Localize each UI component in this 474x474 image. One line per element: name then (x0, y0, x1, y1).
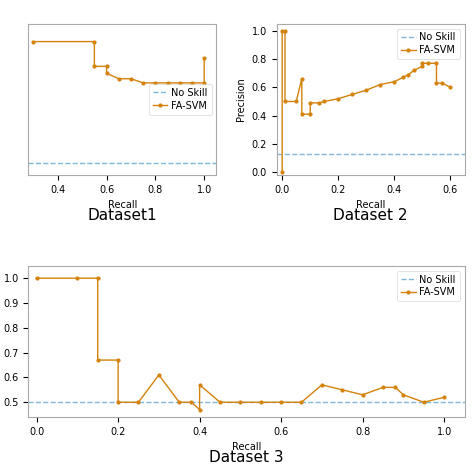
FA-SVM (34, 275, 39, 281)
Line: FA-SVM: FA-SVM (281, 29, 452, 173)
FA-SVM (278, 400, 284, 405)
FA-SVM (165, 80, 171, 86)
FA-SVM (30, 39, 36, 45)
Line: FA-SVM: FA-SVM (32, 40, 206, 84)
FA-SVM (104, 64, 109, 69)
FA-SVM (316, 100, 321, 106)
FA-SVM (364, 87, 369, 93)
FA-SVM (401, 392, 406, 398)
FA-SVM (336, 96, 341, 101)
Y-axis label: Precision: Precision (236, 77, 246, 121)
FA-SVM (104, 70, 109, 76)
FA-SVM (360, 392, 365, 398)
FA-SVM (434, 61, 439, 66)
FA-SVM (282, 99, 288, 104)
X-axis label: Recall: Recall (232, 442, 261, 452)
FA-SVM (115, 400, 121, 405)
Text: Dataset 2: Dataset 2 (333, 208, 408, 223)
FA-SVM (237, 400, 243, 405)
FA-SVM (392, 79, 397, 84)
FA-SVM (201, 80, 207, 86)
FA-SVM (307, 111, 313, 117)
Legend: No Skill, FA-SVM: No Skill, FA-SVM (397, 28, 460, 59)
FA-SVM (307, 100, 313, 106)
FA-SVM (177, 80, 182, 86)
FA-SVM (153, 80, 158, 86)
FA-SVM (299, 400, 304, 405)
Text: Dataset1: Dataset1 (88, 208, 157, 223)
FA-SVM (321, 99, 327, 104)
FA-SVM (400, 74, 406, 80)
FA-SVM (95, 357, 100, 363)
FA-SVM (258, 400, 264, 405)
FA-SVM (299, 76, 305, 82)
FA-SVM (279, 169, 285, 175)
FA-SVM (419, 61, 425, 66)
FA-SVM (293, 99, 299, 104)
FA-SVM (201, 55, 207, 61)
FA-SVM (217, 400, 223, 405)
FA-SVM (115, 357, 121, 363)
Legend: No Skill, FA-SVM: No Skill, FA-SVM (149, 84, 211, 115)
FA-SVM (189, 80, 195, 86)
FA-SVM (189, 400, 194, 405)
FA-SVM (197, 407, 202, 412)
X-axis label: Recall: Recall (356, 201, 385, 210)
FA-SVM (434, 80, 439, 86)
FA-SVM (140, 80, 146, 86)
X-axis label: Recall: Recall (108, 201, 137, 210)
FA-SVM (156, 372, 162, 378)
FA-SVM (421, 400, 427, 405)
FA-SVM (441, 394, 447, 400)
FA-SVM (419, 64, 425, 69)
FA-SVM (128, 76, 134, 82)
FA-SVM (74, 275, 80, 281)
FA-SVM (197, 382, 202, 388)
FA-SVM (91, 64, 97, 69)
FA-SVM (95, 275, 100, 281)
FA-SVM (380, 384, 386, 390)
Text: Dataset 3: Dataset 3 (209, 450, 284, 465)
Legend: No Skill, FA-SVM: No Skill, FA-SVM (397, 271, 460, 301)
FA-SVM (91, 39, 97, 45)
FA-SVM (392, 384, 398, 390)
FA-SVM (136, 400, 141, 405)
FA-SVM (425, 61, 431, 66)
FA-SVM (339, 387, 345, 392)
Line: FA-SVM: FA-SVM (35, 277, 446, 411)
FA-SVM (349, 91, 355, 97)
FA-SVM (411, 67, 417, 73)
FA-SVM (447, 84, 453, 90)
FA-SVM (176, 400, 182, 405)
FA-SVM (299, 111, 305, 117)
FA-SVM (439, 80, 445, 86)
FA-SVM (319, 382, 325, 388)
FA-SVM (279, 28, 285, 34)
FA-SVM (116, 76, 122, 82)
FA-SVM (282, 28, 288, 34)
FA-SVM (377, 82, 383, 87)
FA-SVM (406, 72, 411, 77)
